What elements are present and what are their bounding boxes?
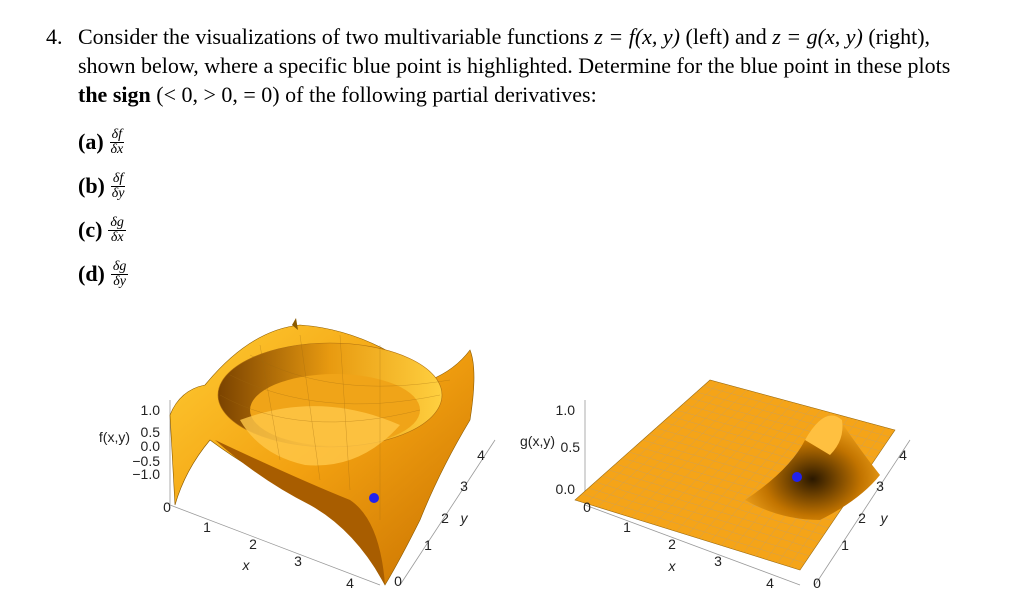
x-tick-label: 3 <box>714 553 722 569</box>
x-tick-label: 0 <box>163 499 171 515</box>
y-tick-label: 4 <box>899 447 907 463</box>
left-surface <box>169 318 475 586</box>
mesh-line <box>703 385 891 438</box>
mesh-line <box>709 409 822 543</box>
item-list: (a) δf δx (b) δf δy (c) δg δx (d) δg δy <box>78 120 129 296</box>
z-axis-label: f(x,y) <box>99 429 130 445</box>
y-tick-label: 2 <box>858 510 866 526</box>
numerator: δf <box>110 170 126 187</box>
numerator: δf <box>109 126 125 143</box>
text: Consider the visualizations of two multi… <box>78 24 595 49</box>
emphasis: the sign <box>78 82 151 107</box>
y-tick-label: 0 <box>813 575 821 591</box>
x-tick-label: 4 <box>766 575 774 591</box>
z-tick-label: 0.5 <box>561 439 581 455</box>
right-surface <box>574 379 896 571</box>
z-axis-label: g(x,y) <box>520 433 555 449</box>
fraction: δg δy <box>110 258 129 289</box>
denominator: δy <box>113 273 127 289</box>
question: 4. Consider the visualizations of two mu… <box>46 22 964 109</box>
y-tick-label: 3 <box>460 478 468 494</box>
x-tick-label: 3 <box>294 553 302 569</box>
z-tick-label: 0.0 <box>141 438 161 454</box>
question-text: Consider the visualizations of two multi… <box>78 22 964 109</box>
x-tick-label: 4 <box>346 575 354 591</box>
x-tick-label: 2 <box>668 536 676 552</box>
numerator: δg <box>110 258 129 275</box>
math: z = g(x, y) <box>772 24 863 49</box>
x-axis-label: x <box>242 557 251 573</box>
question-number: 4. <box>46 24 63 49</box>
fraction: δf δy <box>110 170 126 201</box>
blue-point <box>792 472 802 482</box>
item-label: (c) <box>78 217 103 242</box>
item-label: (a) <box>78 129 104 154</box>
item: (c) δg δx <box>78 208 128 252</box>
item-label: (b) <box>78 173 105 198</box>
blue-point <box>369 493 379 503</box>
x-tick-label: 1 <box>623 519 631 535</box>
x-tick-label: 0 <box>583 499 591 515</box>
y-tick-label: 1 <box>424 537 432 553</box>
y-tick-label: 3 <box>876 478 884 494</box>
x-axis-label: x <box>668 558 677 574</box>
y-axis-label: y <box>460 510 469 526</box>
right-plot <box>584 400 911 586</box>
mesh-line <box>696 391 886 445</box>
item: (b) δf δy <box>78 164 128 208</box>
z-tick-label: 0.0 <box>556 481 576 497</box>
x-tick-label: 2 <box>249 536 257 552</box>
item: (a) δf δx <box>78 120 128 164</box>
fraction: δg δx <box>108 214 126 245</box>
denominator: δx <box>110 229 124 245</box>
z-tick-label: 0.5 <box>141 424 161 440</box>
y-tick-label: 4 <box>477 447 485 463</box>
denominator: δx <box>110 141 124 157</box>
item: (d) δg δy <box>78 252 129 296</box>
y-tick-label: 1 <box>841 537 849 553</box>
z-tick-label: 1.0 <box>556 402 576 418</box>
math: (< 0, > 0, = 0) <box>156 82 280 107</box>
y-axis-label: y <box>880 510 889 526</box>
mesh-line <box>687 404 803 536</box>
math: z = f(x, y) <box>594 24 680 49</box>
y-tick-label: 0 <box>394 573 402 589</box>
x-tick-label: 1 <box>203 519 211 535</box>
z-tick-label: −0.5 <box>132 453 160 469</box>
mesh-line <box>698 407 812 539</box>
text: (left) and <box>680 24 773 49</box>
text: (right), shown below, where a specific b… <box>78 24 951 78</box>
z-tick-label: 1.0 <box>141 402 161 418</box>
numerator: δg <box>108 214 126 231</box>
item-label: (d) <box>78 261 105 286</box>
z-tick-label: −1.0 <box>132 466 160 482</box>
text: of the following partial derivatives: <box>279 82 597 107</box>
denominator: δy <box>111 185 125 201</box>
y-tick-label: 2 <box>441 510 449 526</box>
fraction: δf δx <box>109 126 125 157</box>
